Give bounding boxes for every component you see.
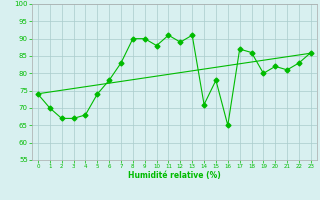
X-axis label: Humidité relative (%): Humidité relative (%): [128, 171, 221, 180]
